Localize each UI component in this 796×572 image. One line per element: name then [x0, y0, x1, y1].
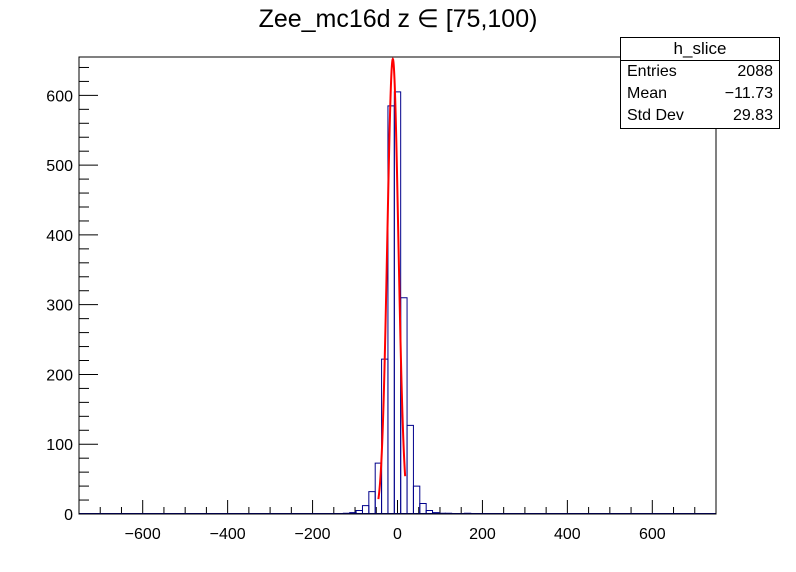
stats-row-stddev: Std Dev 29.83 [621, 105, 779, 127]
stats-value: 29.83 [732, 107, 773, 124]
fit-curve [377, 57, 407, 500]
gaussian-fit [377, 57, 407, 500]
histogram-bin [400, 297, 408, 514]
y-tick-label: 300 [46, 298, 73, 315]
x-tick-label: 200 [469, 526, 496, 543]
histogram-bin [406, 424, 414, 514]
stats-row-entries: Entries 2088 [621, 61, 779, 83]
stats-row-mean: Mean −11.73 [621, 83, 779, 105]
histogram-bin [419, 503, 427, 514]
x-tick-label: −600 [125, 526, 161, 543]
plot-frame [78, 56, 717, 515]
y-tick-label: 500 [46, 158, 73, 175]
histogram-bin [361, 505, 370, 514]
stats-value: −11.73 [724, 85, 773, 102]
x-tick-label: 0 [393, 526, 402, 543]
axes: −600 −400 −200 0 200 400 600 0 100 200 300 400 500 60… [46, 66, 696, 543]
x-tick-label: 400 [554, 526, 581, 543]
x-tick-label: −400 [210, 526, 246, 543]
y-tick-label: 200 [46, 367, 73, 384]
stats-box: h_slice Entries 2088 Mean −11.73 Std Dev… [620, 37, 780, 129]
histogram-bin [412, 485, 421, 514]
x-tick-label: −200 [295, 526, 331, 543]
x-tick-label: 600 [639, 526, 666, 543]
stats-label: Std Dev [627, 107, 684, 124]
chart-title: Zee_mc16d z ∈ [75,100) [258, 5, 538, 33]
stats-label: Entries [627, 63, 677, 80]
y-tick-label: 400 [46, 228, 73, 245]
stats-value: 2088 [737, 63, 773, 80]
stats-title: h_slice [621, 38, 779, 61]
histogram-bin [368, 491, 376, 514]
stats-label: Mean [627, 85, 668, 102]
y-tick-label: 100 [46, 437, 73, 454]
y-tick-label: 0 [64, 507, 73, 524]
y-tick-label: 600 [46, 88, 73, 105]
